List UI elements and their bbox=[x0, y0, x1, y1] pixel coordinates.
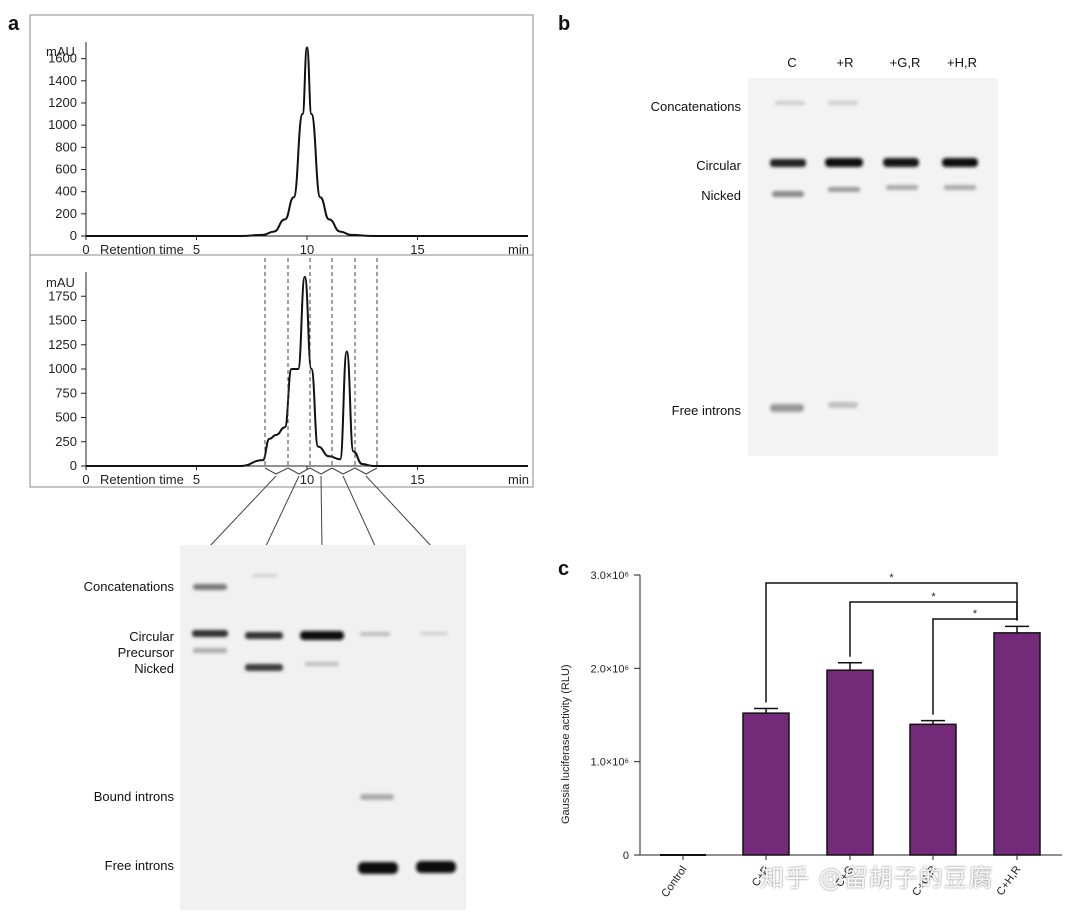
significance-star: * bbox=[889, 572, 894, 584]
panel-letter-a: a bbox=[8, 13, 20, 35]
top-chromatogram-trace bbox=[86, 46, 528, 238]
bot-x-tick-label: 0 bbox=[82, 472, 89, 487]
gel-b-lane-r: +R bbox=[837, 55, 854, 70]
error-bar bbox=[1005, 625, 1029, 633]
bot-x-tick-label: 5 bbox=[193, 472, 200, 487]
bot-x-tick-label: 15 bbox=[410, 472, 424, 487]
top-y-tick-label: 1000 bbox=[48, 117, 77, 132]
panel-b-gel: C +R +G,R +H,R Concatenations Circular N… bbox=[651, 55, 998, 456]
bot-y-tick-label: 1750 bbox=[48, 288, 77, 303]
bottom-y-unit: mAU bbox=[46, 275, 75, 290]
top-y-tick-label: 1400 bbox=[48, 73, 77, 88]
bot-x-tick-label: 10 bbox=[300, 472, 314, 487]
fraction-connector-lines bbox=[207, 475, 434, 549]
top-y-tick-label: 200 bbox=[55, 206, 77, 221]
bottom-x-unit: min bbox=[508, 472, 529, 487]
top-x-tick-label: 5 bbox=[193, 242, 200, 257]
panel-c-bar-chart: Gaussia luciferase activity (RLU) 0 1.0×1… bbox=[560, 570, 1062, 900]
bottom-x-label: Retention time bbox=[100, 472, 184, 487]
bar-c-h-r bbox=[993, 632, 1041, 856]
top-y-unit: mAU bbox=[46, 44, 75, 59]
significance-star: * bbox=[931, 591, 936, 603]
bar-y-label: Gaussia luciferase activity (RLU) bbox=[560, 664, 572, 824]
top-y-tick-label: 400 bbox=[55, 184, 77, 199]
gel-a-label-free-introns: Free introns bbox=[105, 858, 175, 873]
top-y-tick-label: 800 bbox=[55, 139, 77, 154]
top-x-tick-label: 10 bbox=[300, 242, 314, 257]
gel-a-label-concatenations: Concatenations bbox=[84, 579, 175, 594]
bottom-chromatogram-trace bbox=[86, 275, 528, 468]
top-x-label: Retention time bbox=[100, 242, 184, 257]
bar-y-tick-label: 2.0×10⁶ bbox=[591, 663, 629, 675]
panel-letter-c: c bbox=[558, 558, 569, 580]
fraction-brackets bbox=[264, 467, 378, 475]
panel-a-gel: Concatenations Circular Precursor Nicked… bbox=[84, 545, 466, 910]
bot-y-tick-label: 250 bbox=[55, 434, 77, 449]
top-x-tick-label: 0 bbox=[82, 242, 89, 257]
bar-c-g bbox=[826, 669, 874, 856]
top-x-tick-label: 15 bbox=[410, 242, 424, 257]
watermark: 知乎 @留胡子的豆腐 bbox=[760, 864, 994, 892]
bottom-chromatogram: mAU 0 250 500 750 1000 1250 1500 1750 0 5 10 15 Re… bbox=[46, 272, 529, 487]
bot-y-tick-label: 0 bbox=[70, 458, 77, 473]
error-bar bbox=[838, 661, 862, 671]
top-chromatogram-frame bbox=[29, 14, 534, 256]
bar-c-g-r bbox=[909, 723, 957, 856]
gel-b-lane-h-r: +H,R bbox=[947, 55, 977, 70]
gel-b-label-nicked: Nicked bbox=[701, 188, 741, 203]
error-bar bbox=[921, 719, 945, 725]
gel-a-background bbox=[180, 545, 466, 910]
significance-bracket bbox=[849, 601, 1018, 657]
bot-y-tick-label: 1500 bbox=[48, 313, 77, 328]
significance-bracket bbox=[765, 582, 1018, 703]
gel-a-label-nicked: Nicked bbox=[134, 661, 174, 676]
error-bar bbox=[754, 707, 778, 714]
gel-b-label-concatenations: Concatenations bbox=[651, 99, 742, 114]
bot-y-tick-label: 1000 bbox=[48, 361, 77, 376]
gel-a-label-precursor: Precursor bbox=[118, 645, 175, 660]
significance-star: * bbox=[973, 608, 978, 620]
bot-y-tick-label: 500 bbox=[55, 410, 77, 425]
gel-b-label-circular: Circular bbox=[696, 158, 741, 173]
bar-x-label: Control bbox=[659, 864, 689, 900]
gel-b-lane-g-r: +G,R bbox=[890, 55, 921, 70]
gel-a-label-bound-introns: Bound introns bbox=[94, 789, 175, 804]
top-y-tick-label: 600 bbox=[55, 161, 77, 176]
panel-letter-b: b bbox=[558, 13, 570, 35]
top-y-tick-label: 0 bbox=[70, 228, 77, 243]
gel-b-bands bbox=[770, 101, 978, 412]
bar-c-r bbox=[742, 712, 790, 856]
top-chromatogram: mAU 0 200 400 600 800 1000 1200 1400 1600 0 5 10 15… bbox=[46, 42, 529, 257]
bar-x-label: C+H,R bbox=[995, 864, 1024, 898]
gel-b-lane-c: C bbox=[787, 55, 796, 70]
gel-a-bands bbox=[192, 574, 456, 874]
top-y-tick-label: 1600 bbox=[48, 51, 77, 66]
bar-y-tick-label: 0 bbox=[623, 850, 629, 862]
bar-y-tick-label: 3.0×10⁶ bbox=[591, 570, 629, 582]
bottom-chromatogram-frame bbox=[29, 254, 534, 488]
gel-a-label-circular: Circular bbox=[129, 629, 174, 644]
gel-b-background bbox=[748, 78, 998, 456]
bar-y-tick-label: 1.0×10⁶ bbox=[591, 757, 629, 769]
fraction-dashed-lines bbox=[264, 258, 378, 466]
gel-b-label-free-introns: Free introns bbox=[672, 403, 742, 418]
top-x-unit: min bbox=[508, 242, 529, 257]
bot-y-tick-label: 1250 bbox=[48, 337, 77, 352]
bot-y-tick-label: 750 bbox=[55, 385, 77, 400]
top-y-tick-label: 1200 bbox=[48, 95, 77, 110]
significance-bracket bbox=[932, 618, 1018, 715]
